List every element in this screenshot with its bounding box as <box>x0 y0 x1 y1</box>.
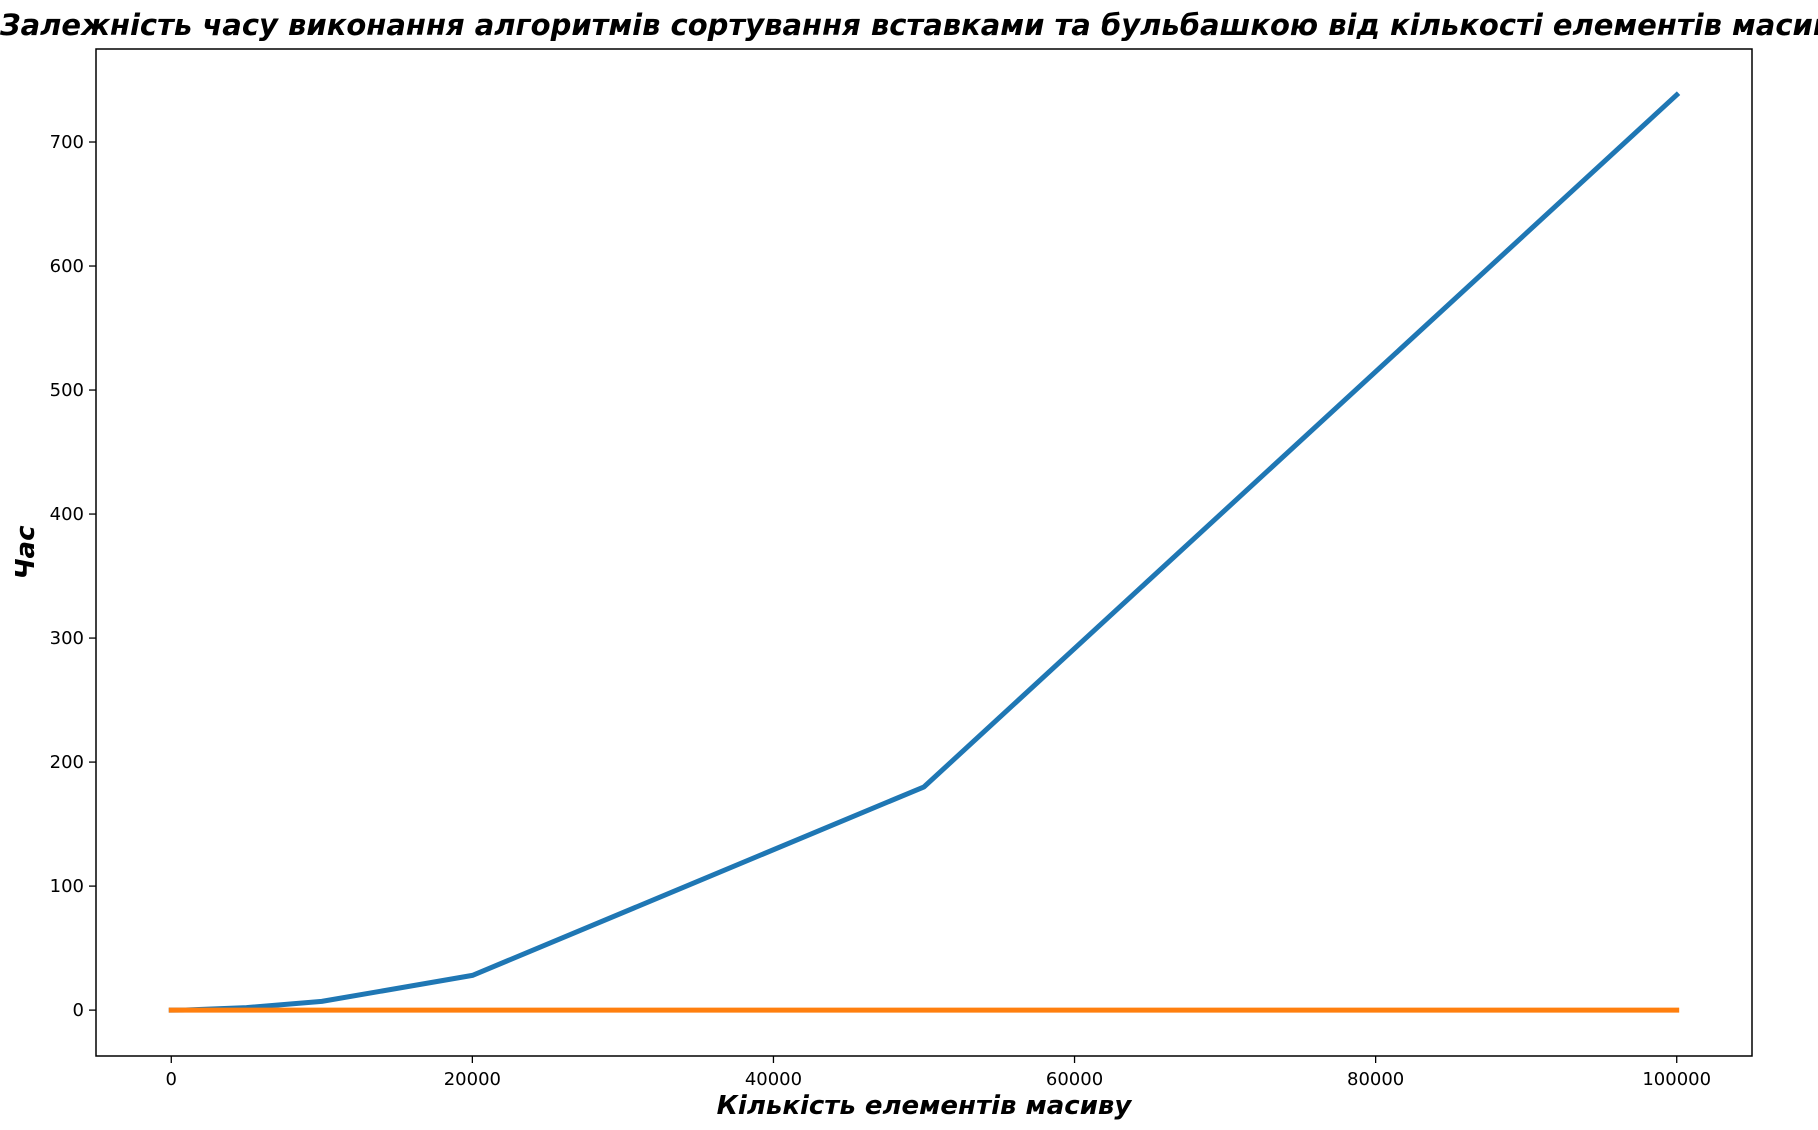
x-tick-label: 20000 <box>444 1069 501 1090</box>
x-tick-label: 0 <box>166 1069 177 1090</box>
y-tick-label: 700 <box>50 132 84 153</box>
y-tick-label: 100 <box>50 876 84 897</box>
y-tick-label: 0 <box>73 1000 84 1021</box>
x-tick-label: 80000 <box>1347 1069 1404 1090</box>
series-line-1 <box>168 91 1681 1013</box>
plot-frame <box>95 48 1753 1057</box>
y-tick-label: 300 <box>50 628 84 649</box>
y-tick-label: 500 <box>50 380 84 401</box>
y-tick-label: 400 <box>50 504 84 525</box>
x-tick-label: 60000 <box>1046 1069 1103 1090</box>
y-axis: 0 100 200 300 400 500 600 700 <box>50 132 96 1021</box>
y-axis-label: Час <box>11 525 41 580</box>
x-tick-label: 100000 <box>1642 1069 1711 1090</box>
series-layer <box>168 91 1681 1013</box>
x-axis: 0 20000 40000 60000 80000 100000 <box>166 1056 1711 1090</box>
x-axis-label: Кількість елементів масиву <box>717 1091 1133 1121</box>
y-tick-label: 600 <box>50 256 84 277</box>
x-tick-label: 40000 <box>745 1069 802 1090</box>
y-tick-label: 200 <box>50 752 84 773</box>
chart-title: Залежність часу виконання алгоритмів сор… <box>0 8 1818 42</box>
